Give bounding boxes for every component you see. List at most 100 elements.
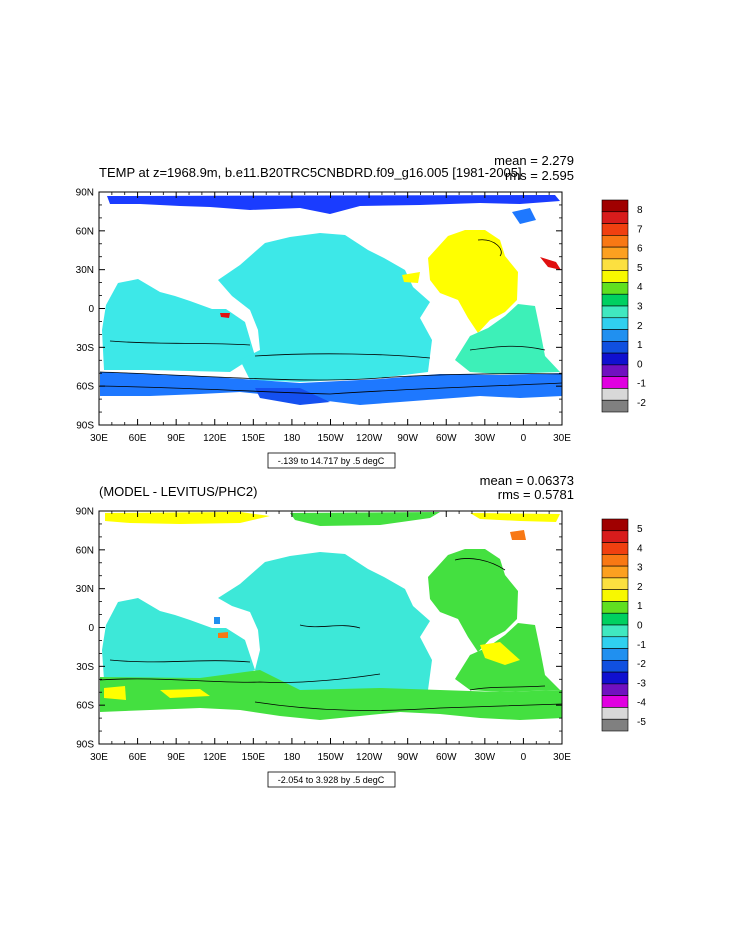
top-nordic [512,208,536,224]
top-lon-label: 90E [167,433,185,444]
bottom-colorbar-label: -1 [637,640,646,651]
bottom-title: (MODEL - LEVITUS/PHC2) [99,484,257,499]
top-colorbar-swatch [601,376,629,389]
bottom-lon-label: 180 [284,752,301,763]
top-colorbar-swatch [601,282,629,295]
top-lon-label: 30E [90,433,108,444]
bottom-rms: rms = 0.5781 [498,487,574,502]
bottom-colorbar-swatch [601,530,629,543]
top-colorbar-swatch [601,341,629,354]
top-colorbar-label: -2 [637,398,646,409]
bottom-indian-region [102,598,255,680]
top-contour-label: -.139 to 14.717 by .5 degC [278,456,385,466]
top-colorbar-label: 3 [637,302,643,313]
bottom-lon-label: 30W [475,752,496,763]
bottom-lon-label: 120E [203,752,227,763]
bottom-colorbar-label: 2 [637,582,643,593]
bottom-pacific-region [218,552,432,690]
bottom-colorbar: 5 4 3 2 1 0 -1 -2 -3 -4 -5 [601,518,646,732]
top-colorbar-swatch [601,364,629,377]
top-lon-label: 30E [553,433,571,444]
bottom-colorbar-swatch [601,707,629,720]
bottom-yellow-patch-1 [104,686,126,700]
panel-bottom: (MODEL - LEVITUS/PHC2) mean = 0.06373 rm… [76,473,646,788]
top-colorbar-label: 1 [637,340,643,351]
top-colorbar-swatch [601,246,629,260]
bottom-lat-label: 0 [88,623,94,634]
bottom-yellow-patch-3 [480,642,520,665]
top-lon-label: 60E [129,433,147,444]
top-lat-label: 0 [88,304,94,315]
bottom-colorbar-swatch [601,565,629,579]
bottom-yellow-patch-2 [160,689,210,698]
bottom-arctic-region-2 [470,513,560,522]
bottom-lon-label: 90E [167,752,185,763]
top-colorbar-label: -1 [637,379,646,390]
top-lon-label: 120E [203,433,227,444]
top-colorbar-label: 4 [637,282,643,293]
top-colorbar: 8 7 6 5 4 3 2 1 0 -1 -2 [601,199,646,413]
top-lat-label: 30N [76,265,94,276]
bottom-lon-label: 60W [436,752,457,763]
bottom-colorbar-swatch [601,518,629,532]
bottom-colorbar-swatch [601,589,629,602]
bottom-lat-label: 30N [76,584,94,595]
top-lon-label: 60W [436,433,457,444]
top-med-sea [540,257,561,270]
bottom-lon-label: 0 [521,752,527,763]
bottom-colorbar-swatch [601,660,629,673]
bottom-colorbar-swatch [601,577,629,590]
top-colorbar-swatch [601,388,629,401]
top-colorbar-label: 8 [637,205,643,216]
top-colorbar-swatch [601,199,629,213]
top-colorbar-swatch [601,270,629,283]
top-colorbar-swatch [601,305,629,319]
bottom-colorbar-label: 4 [637,543,643,554]
top-mean: mean = 2.279 [494,153,574,168]
bottom-colorbar-swatch [601,612,629,626]
bottom-colorbar-swatch [601,636,629,649]
top-lat-label: 60S [76,382,94,393]
bottom-lat-label: 30S [76,662,94,673]
top-lon-label: 180 [284,433,301,444]
bottom-colorbar-swatch [601,624,629,638]
bottom-atlantic-north-region [428,549,518,652]
bottom-lon-label: 60E [129,752,147,763]
top-colorbar-label: 6 [637,244,643,255]
bottom-lon-label: 30E [90,752,108,763]
bottom-arctic-green [290,512,440,526]
bottom-colorbar-label: -4 [637,698,646,709]
top-lon-label: 150W [317,433,344,444]
bottom-colorbar-label: 0 [637,621,643,632]
top-rms: rms = 2.595 [505,168,574,183]
top-arctic-region [107,195,560,214]
top-colorbar-swatch [601,223,629,236]
top-colorbar-swatch [601,293,629,307]
top-atlantic-south-region [455,304,560,374]
top-contour-box [267,452,396,469]
bottom-colorbar-swatch [601,542,629,555]
bottom-lat-label: 60N [76,545,94,556]
bottom-lat-label: 90N [76,507,94,518]
bottom-colorbar-swatch [601,648,629,661]
top-lon-label: 150E [242,433,266,444]
bottom-lon-label: 90W [397,752,418,763]
top-lat-label: 30S [76,343,94,354]
bottom-lon-label: 150W [317,752,344,763]
bottom-contour-box [267,771,396,788]
bottom-colorbar-swatch [601,683,629,696]
top-lat-label: 90S [76,421,94,432]
bottom-colorbar-label: 3 [637,563,643,574]
top-southern-region [100,372,562,405]
bottom-mean: mean = 0.06373 [480,473,574,488]
bottom-colorbar-swatch [601,554,629,567]
top-colorbar-label: 0 [637,359,643,370]
top-title: TEMP at z=1968.9m, b.e11.B20TRC5CNBDRD.f… [99,165,522,180]
top-lon-label: 90W [397,433,418,444]
bottom-colorbar-swatch [601,718,629,732]
bottom-colorbar-label: -2 [637,659,646,670]
top-colorbar-label: 7 [637,224,643,235]
top-atlantic-north-region [428,230,518,333]
top-gom [402,272,420,283]
